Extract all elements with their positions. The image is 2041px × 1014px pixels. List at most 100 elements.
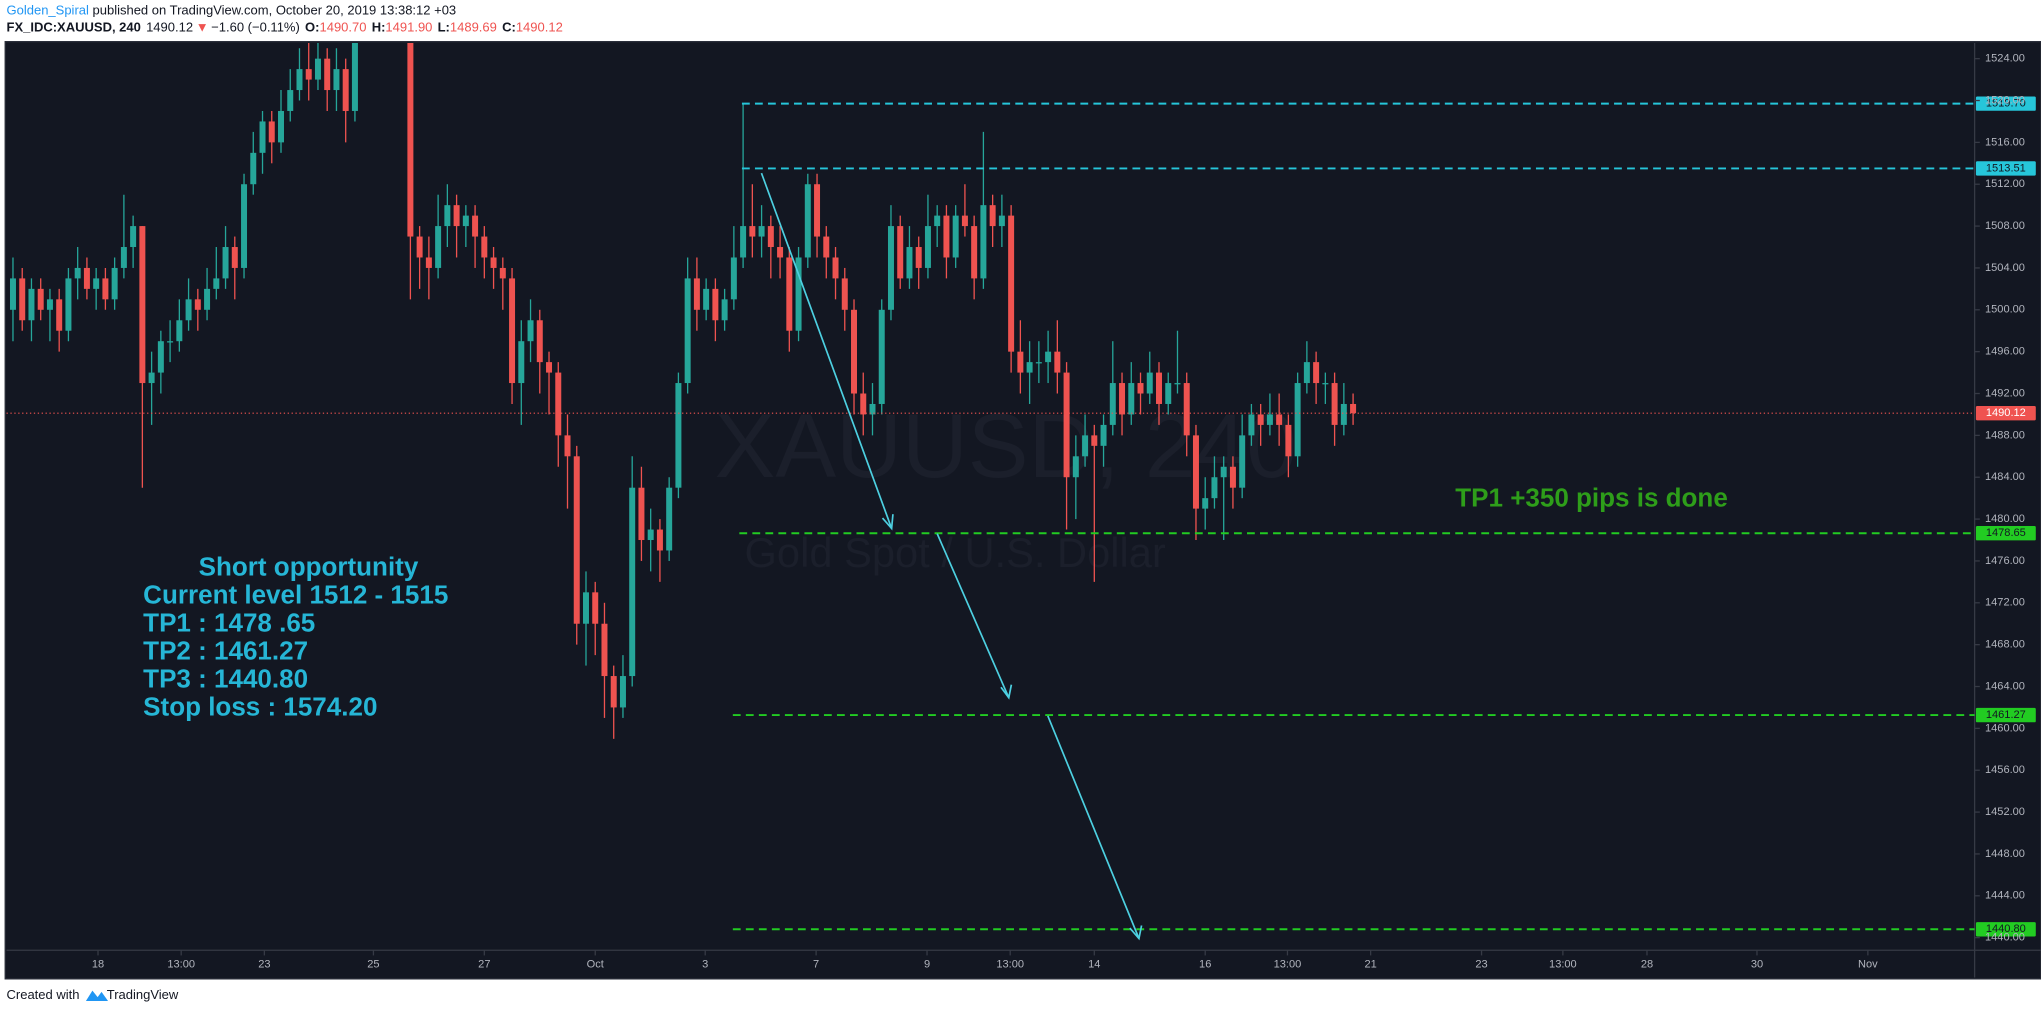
- candle-body: [1100, 424, 1107, 446]
- candle-body: [444, 205, 451, 227]
- candle-body: [666, 487, 673, 551]
- candle-body: [1257, 414, 1264, 425]
- candle-body: [416, 236, 423, 258]
- candle-body: [1331, 383, 1338, 425]
- candle-body: [832, 257, 839, 279]
- note-line: TP1 : 1478 .65: [143, 608, 315, 638]
- candle-body: [1146, 372, 1153, 394]
- candle-body: [527, 320, 534, 342]
- candle-body: [139, 226, 146, 384]
- candle-body: [120, 247, 127, 268]
- ohlc-key: O:: [305, 20, 319, 35]
- x-tick-label: 23: [1475, 958, 1487, 970]
- candle-body: [1211, 477, 1218, 499]
- ohlc-key: H:: [372, 20, 386, 35]
- candle-body: [619, 676, 626, 708]
- y-tick-label: 1480.00: [1985, 513, 2025, 525]
- candle-body: [952, 215, 959, 258]
- axes: 1440.00 1444.00 1448.00 1452.00 1456.00 1460.…: [92, 53, 2025, 971]
- candle-body: [231, 247, 238, 268]
- candle-body: [1313, 362, 1320, 384]
- y-tick-label: 1504.00: [1985, 262, 2025, 274]
- done-note: TP1 +350 pips is done: [1455, 483, 1728, 513]
- candle-body: [176, 320, 183, 342]
- candle-body: [767, 226, 774, 248]
- candle-body: [1294, 383, 1301, 457]
- candle-body: [342, 69, 349, 111]
- candle-body: [1109, 383, 1116, 425]
- symbol: FX_IDC:XAUUSD, 240: [7, 20, 141, 35]
- arrows: [760, 172, 1143, 941]
- note-line: TP3 : 1440.80: [143, 664, 308, 694]
- note-line: TP2 : 1461.27: [143, 636, 308, 666]
- candle-body: [1119, 383, 1126, 415]
- candle-body: [869, 403, 876, 415]
- candle-body: [111, 267, 118, 300]
- candle-body: [555, 372, 562, 436]
- ohlc-value: 1491.90: [385, 20, 432, 35]
- candle-body: [46, 299, 53, 310]
- candle-body: [1165, 383, 1172, 404]
- candle-body: [573, 456, 580, 624]
- x-tick-label: 28: [1641, 958, 1653, 970]
- candle-body: [93, 278, 100, 289]
- x-tick-label: 3: [702, 958, 708, 970]
- candle-body: [814, 184, 821, 237]
- candle-body: [897, 226, 904, 279]
- candle-body: [1340, 403, 1347, 425]
- level-tag: [1975, 526, 2036, 541]
- candle-body: [647, 529, 654, 541]
- chart-bg: [4, 41, 2041, 980]
- candle-body: [777, 247, 784, 258]
- candle-body: [490, 257, 497, 268]
- candle-body: [1026, 362, 1033, 373]
- candle-body: [795, 257, 802, 331]
- author[interactable]: Golden_Spiral: [7, 3, 89, 18]
- candle-body: [213, 278, 220, 289]
- candle-body: [998, 215, 1005, 227]
- candle-body: [351, 42, 358, 111]
- candle-body: [1350, 403, 1357, 414]
- footer-brand[interactable]: TradingView: [107, 987, 179, 1002]
- candle-body: [860, 393, 867, 415]
- candle-body: [481, 236, 488, 258]
- candle-body: [1035, 362, 1042, 364]
- candle-body: [1248, 414, 1255, 436]
- header-line: Golden_Spiral published on TradingView.c…: [7, 3, 457, 18]
- note-line: Current level 1512 - 1515: [143, 580, 448, 610]
- candle-body: [453, 205, 460, 227]
- y-tick-label: 1492.00: [1985, 387, 2025, 399]
- candle-body: [296, 69, 303, 91]
- candle-body: [1276, 414, 1283, 425]
- candle-body: [758, 226, 765, 237]
- y-tick-label: 1460.00: [1985, 722, 2025, 734]
- candle-body: [712, 288, 719, 321]
- x-tick-label: Oct: [587, 958, 604, 970]
- candle-body: [592, 592, 599, 624]
- y-tick-label: 1476.00: [1985, 555, 2025, 567]
- arrow-head: [1000, 684, 1013, 700]
- candle-body: [582, 592, 589, 624]
- candle-body: [564, 435, 571, 457]
- ohlc-value: 1490.70: [319, 20, 366, 35]
- candle-body: [462, 215, 469, 227]
- candle-body: [1072, 456, 1079, 478]
- candle-body: [924, 226, 931, 268]
- candle-body: [1183, 383, 1190, 436]
- candle-body: [915, 247, 922, 268]
- ohlc-key: L:: [438, 20, 450, 35]
- x-tick-label: 13:00: [167, 958, 195, 970]
- candle-body: [804, 184, 811, 258]
- candle-body: [56, 299, 63, 331]
- footer-created: Created with: [7, 987, 80, 1002]
- symbol-line: FX_IDC:XAUUSD, 240 1490.12 ▼ −1.60 (−0.11%)…: [7, 20, 563, 35]
- candle-body: [730, 257, 737, 300]
- candle-body: [1239, 435, 1246, 488]
- level-label: 1478.65: [1986, 527, 2026, 539]
- y-tick-label: 1512.00: [1985, 178, 2025, 190]
- ohlc-key: C:: [502, 20, 516, 35]
- candle-body: [37, 288, 44, 310]
- candle-body: [989, 205, 996, 227]
